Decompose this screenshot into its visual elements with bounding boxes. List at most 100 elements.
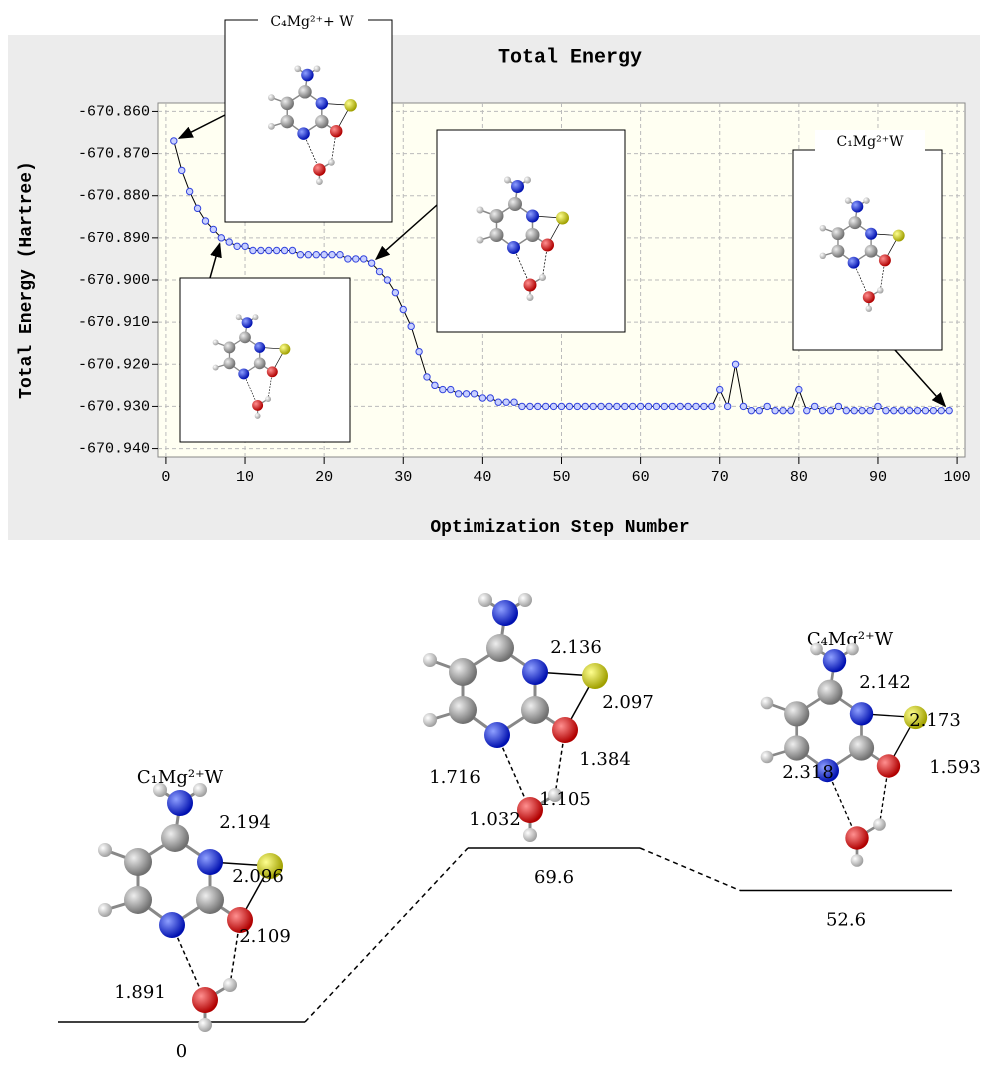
inset	[180, 278, 350, 442]
point	[780, 407, 786, 413]
point	[218, 235, 224, 241]
point	[622, 403, 628, 409]
point	[416, 348, 422, 354]
y-tick-label: -670.910	[78, 314, 150, 331]
inset	[225, 12, 392, 222]
x-tick-label: 70	[711, 469, 729, 486]
x-tick-label: 0	[161, 469, 170, 486]
point	[693, 403, 699, 409]
point	[590, 403, 596, 409]
x-tick-label: 60	[632, 469, 650, 486]
point	[234, 243, 240, 249]
point	[899, 407, 905, 413]
figure: Total Energy Optimization Step Number To…	[0, 0, 984, 1075]
point	[914, 407, 920, 413]
state-label: C₁Mg²⁺W	[137, 767, 224, 788]
point	[701, 403, 707, 409]
point	[345, 256, 351, 262]
connector	[305, 848, 468, 1022]
point	[835, 403, 841, 409]
point	[748, 407, 754, 413]
point	[313, 252, 319, 258]
point	[535, 403, 541, 409]
point	[851, 407, 857, 413]
point	[827, 407, 833, 413]
y-tick-label: -670.860	[78, 103, 150, 120]
bond-length: 2.318	[782, 762, 834, 783]
point	[273, 247, 279, 253]
point	[448, 386, 454, 392]
point	[550, 403, 556, 409]
point	[732, 361, 738, 367]
point	[922, 407, 928, 413]
point	[400, 306, 406, 312]
page: {"chart_data": [ {"type": "line", "title…	[0, 0, 984, 1075]
point	[384, 277, 390, 283]
x-tick-label: 30	[394, 469, 412, 486]
y-axis-label: Total Energy (Hartree)	[17, 161, 37, 399]
inset	[437, 130, 625, 332]
point	[717, 386, 723, 392]
point	[471, 391, 477, 397]
point	[867, 407, 873, 413]
energy-label: 52.6	[826, 910, 866, 931]
point	[542, 403, 548, 409]
point	[353, 256, 359, 262]
y-tick-label: -670.930	[78, 398, 150, 415]
bond-length: 1.032	[469, 809, 521, 830]
point	[883, 407, 889, 413]
bond-length: 2.194	[219, 812, 271, 833]
point	[527, 403, 533, 409]
point	[772, 407, 778, 413]
point	[630, 403, 636, 409]
point	[376, 268, 382, 274]
point	[194, 205, 200, 211]
point	[606, 403, 612, 409]
bond-length: 1.384	[579, 749, 631, 770]
x-tick-label: 50	[552, 469, 570, 486]
point	[756, 407, 762, 413]
point	[210, 226, 216, 232]
point	[455, 391, 461, 397]
point	[511, 399, 517, 405]
point	[258, 247, 264, 253]
point	[685, 403, 691, 409]
point	[432, 382, 438, 388]
bond-length: 1.891	[114, 982, 166, 1003]
point	[709, 403, 715, 409]
point	[329, 252, 335, 258]
bond-length: 2.109	[239, 926, 291, 947]
point	[281, 247, 287, 253]
point	[321, 252, 327, 258]
point	[906, 407, 912, 413]
point	[859, 407, 865, 413]
energy-label: 69.6	[534, 867, 574, 888]
point	[503, 399, 509, 405]
y-tick-label: -670.870	[78, 146, 150, 163]
point	[677, 403, 683, 409]
connector	[640, 848, 740, 891]
point	[226, 239, 232, 245]
x-tick-label: 100	[944, 469, 971, 486]
bond-length: 2.142	[859, 672, 911, 693]
x-tick-label: 40	[473, 469, 491, 486]
point	[566, 403, 572, 409]
inset	[793, 130, 942, 350]
point	[891, 407, 897, 413]
point	[305, 252, 311, 258]
point	[645, 403, 651, 409]
point	[788, 407, 794, 413]
point	[811, 403, 817, 409]
x-tick-label: 80	[790, 469, 808, 486]
point	[930, 407, 936, 413]
point	[558, 403, 564, 409]
point	[250, 247, 256, 253]
point	[875, 403, 881, 409]
point	[202, 218, 208, 224]
y-tick-label: -670.940	[78, 441, 150, 458]
point	[614, 403, 620, 409]
point	[804, 407, 810, 413]
y-tick-label: -670.880	[78, 188, 150, 205]
point	[669, 403, 675, 409]
point	[242, 243, 248, 249]
